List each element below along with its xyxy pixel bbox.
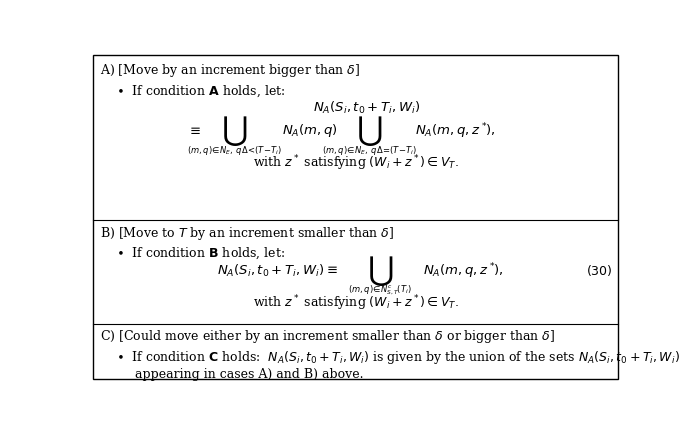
Text: appearing in cases A) and B) above.: appearing in cases A) and B) above. — [135, 367, 364, 380]
Text: with $z^*$ satisfying $(W_i + z^*) \in V_T.$: with $z^*$ satisfying $(W_i + z^*) \in V… — [253, 293, 459, 312]
Text: $\bigcup$: $\bigcup$ — [221, 114, 248, 147]
Text: C) [Could move either by an increment smaller than $\delta$ or bigger than $\del: C) [Could move either by an increment sm… — [100, 328, 555, 345]
Text: $N_A(S_i, t_0 + T_i, W_i) \equiv$: $N_A(S_i, t_0 + T_i, W_i) \equiv$ — [217, 262, 338, 278]
Text: A) [Move by an increment bigger than $\delta$]: A) [Move by an increment bigger than $\d… — [100, 62, 360, 79]
FancyBboxPatch shape — [93, 55, 618, 379]
Text: $(m,q)\!\in\!N^c_{S,T}(T_i)$: $(m,q)\!\in\!N^c_{S,T}(T_i)$ — [348, 283, 412, 297]
Text: $\bullet$  If condition $\mathbf{A}$ holds, let:: $\bullet$ If condition $\mathbf{A}$ hold… — [117, 83, 286, 98]
Text: $(30)$: $(30)$ — [586, 263, 613, 278]
Text: with $z^*$ satisfying $(W_i + z^*) \in V_T.$: with $z^*$ satisfying $(W_i + z^*) \in V… — [253, 153, 459, 173]
Text: $(m,q)\!\in\!N_E,\;q\Delta\!<\!(T\!-\!T_i)$: $(m,q)\!\in\!N_E,\;q\Delta\!<\!(T\!-\!T_… — [187, 144, 282, 157]
Text: $\bigcup$: $\bigcup$ — [366, 253, 393, 287]
Text: $\equiv$: $\equiv$ — [187, 124, 201, 137]
Text: $N_A(m, q)$: $N_A(m, q)$ — [282, 122, 338, 139]
Text: $N_A(m, q, z^*\!),$: $N_A(m, q, z^*\!),$ — [423, 260, 504, 280]
Text: $\bullet$  If condition $\mathbf{C}$ holds:  $N_A(S_i, t_0 + T_i, W_i)$ is given: $\bullet$ If condition $\mathbf{C}$ hold… — [117, 349, 680, 366]
Text: B) [Move to $T$ by an increment smaller than $\delta$]: B) [Move to $T$ by an increment smaller … — [100, 224, 394, 241]
Text: $\bigcup$: $\bigcup$ — [356, 114, 382, 147]
Text: $(m,q)\!\in\!N_E,\;q\Delta\!=\!(T\!-\!T_i)$: $(m,q)\!\in\!N_E,\;q\Delta\!=\!(T\!-\!T_… — [321, 144, 416, 157]
Text: $N_A(m, q, z^*\!),$: $N_A(m, q, z^*\!),$ — [415, 121, 496, 140]
Text: $\bullet$  If condition $\mathbf{B}$ holds, let:: $\bullet$ If condition $\mathbf{B}$ hold… — [117, 245, 285, 261]
Text: $N_A(S_i, t_0 + T_i, W_i)$: $N_A(S_i, t_0 + T_i, W_i)$ — [313, 99, 420, 115]
